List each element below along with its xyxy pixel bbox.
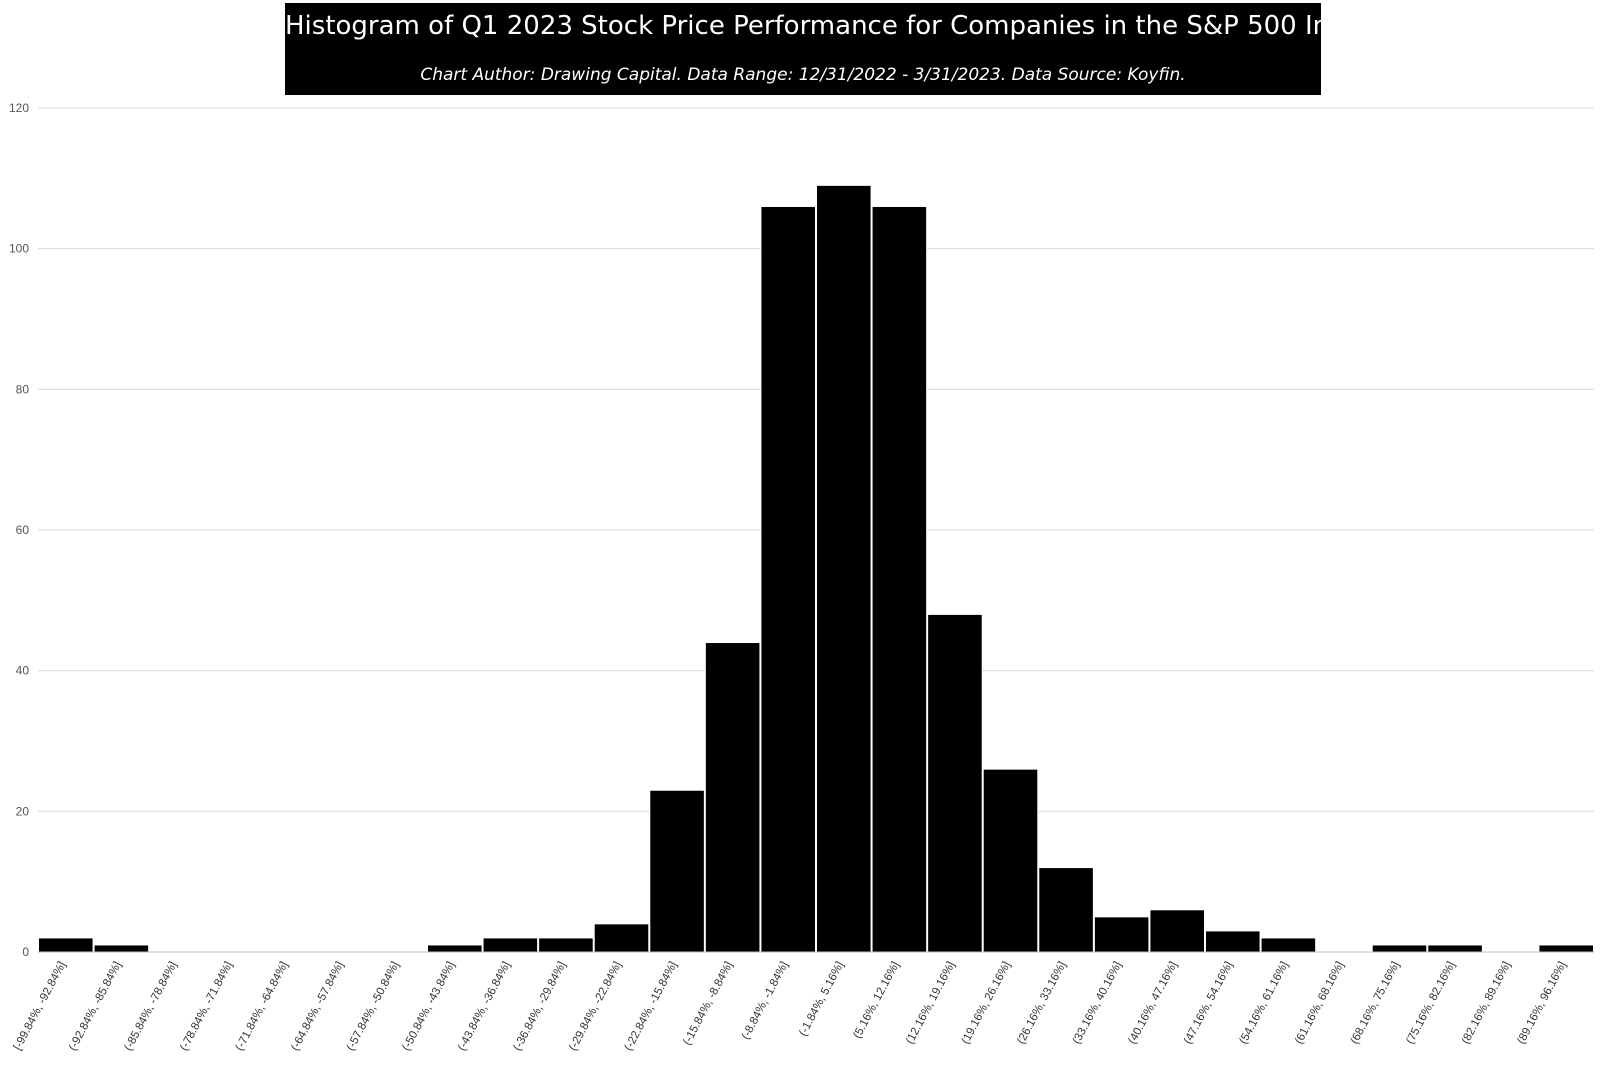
x-category-label: (-57.84%, -50.84%]	[345, 960, 402, 1053]
x-category-label: (12.16%, 19.16%]	[904, 960, 958, 1046]
x-category-label: (82.16%, 89.16%]	[1460, 960, 1514, 1046]
histogram-bar	[427, 944, 483, 953]
histogram-bar	[1427, 944, 1483, 953]
x-category-label: (-78.84%, -71.84%]	[178, 960, 235, 1053]
x-axis-labels: [-99.84%, -92.84%](-92.84%, -85.84%](-85…	[12, 960, 1569, 1053]
x-category-label: (54.16%, 61.16%]	[1237, 960, 1291, 1046]
histogram-bar	[927, 613, 983, 953]
x-category-label: (68.16%, 75.16%]	[1349, 960, 1403, 1046]
x-category-label: (-92.84%, -85.84%]	[67, 960, 124, 1053]
histogram-bar	[1371, 944, 1428, 953]
chart-title: Histogram of Q1 2023 Stock Price Perform…	[285, 11, 1377, 41]
y-axis-ticks: 0 20 40 60 80 100 120	[9, 101, 29, 959]
x-category-label: (-71.84%, -64.84%]	[234, 960, 291, 1053]
histogram-bar	[1149, 909, 1206, 953]
histogram-bar	[816, 184, 872, 953]
x-category-label: (-43.84%, -36.84%]	[456, 960, 513, 1053]
histogram-bar	[704, 642, 761, 953]
y-tick-label: 100	[9, 242, 29, 256]
histogram-bar	[1038, 867, 1094, 953]
y-tick-label: 20	[16, 804, 30, 818]
histogram-bar	[871, 205, 928, 953]
x-category-label: (-15.84%, -8.84%]	[681, 960, 735, 1047]
x-category-label: (-64.84%, -57.84%]	[289, 960, 346, 1053]
chart-title-banner: Histogram of Q1 2023 Stock Price Perform…	[285, 3, 1377, 95]
x-category-label: (-8.84%, -1.84%]	[740, 960, 791, 1042]
histogram-bar	[593, 923, 650, 953]
x-category-label: (75.16%, 82.16%]	[1404, 960, 1458, 1046]
y-tick-label: 80	[16, 382, 30, 396]
x-category-label: (61.16%, 68.16%]	[1293, 960, 1347, 1046]
histogram-bar	[760, 205, 817, 953]
y-tick-label: 120	[9, 101, 29, 115]
x-category-label: (-29.84%, -22.84%]	[567, 960, 624, 1053]
histogram-bar	[649, 789, 705, 953]
histogram-bar	[1538, 944, 1595, 953]
histogram-bar	[1093, 916, 1150, 953]
histogram-bar	[1205, 930, 1261, 953]
x-category-label: (19.16%, 26.16%]	[960, 960, 1014, 1046]
x-category-label: (-50.84%, -43.84%]	[400, 960, 457, 1053]
histogram-bar	[38, 937, 94, 953]
x-category-label: (26.16%, 33.16%]	[1015, 960, 1069, 1046]
chart-subtitle: Chart Author: Drawing Capital. Data Rang…	[420, 65, 1186, 85]
histogram-bar	[982, 768, 1039, 953]
histogram-bar	[93, 944, 150, 953]
x-category-label: (-22.84%, -15.84%]	[623, 960, 680, 1053]
histogram-bar	[482, 937, 539, 953]
x-category-label: (40.16%, 47.16%]	[1126, 960, 1180, 1046]
y-tick-label: 60	[16, 523, 30, 537]
x-category-label: (-1.84%, 5.16%]	[797, 960, 846, 1038]
x-category-label: (-85.84%, -78.84%]	[122, 960, 179, 1053]
y-tick-label: 40	[16, 664, 30, 678]
bars	[38, 184, 1595, 953]
x-category-label: (-36.84%, -29.84%]	[511, 960, 568, 1053]
x-category-label: [-99.84%, -92.84%]	[12, 960, 69, 1053]
histogram-bar	[538, 937, 594, 953]
x-category-label: (47.16%, 54.16%]	[1182, 960, 1236, 1046]
histogram-bar	[1260, 937, 1317, 953]
x-category-label: (89.16%, 96.16%]	[1515, 960, 1569, 1046]
x-category-label: (5.16%, 12.16%]	[851, 960, 902, 1041]
x-category-label: (33.16%, 40.16%]	[1071, 960, 1125, 1046]
y-tick-label: 0	[22, 945, 29, 959]
